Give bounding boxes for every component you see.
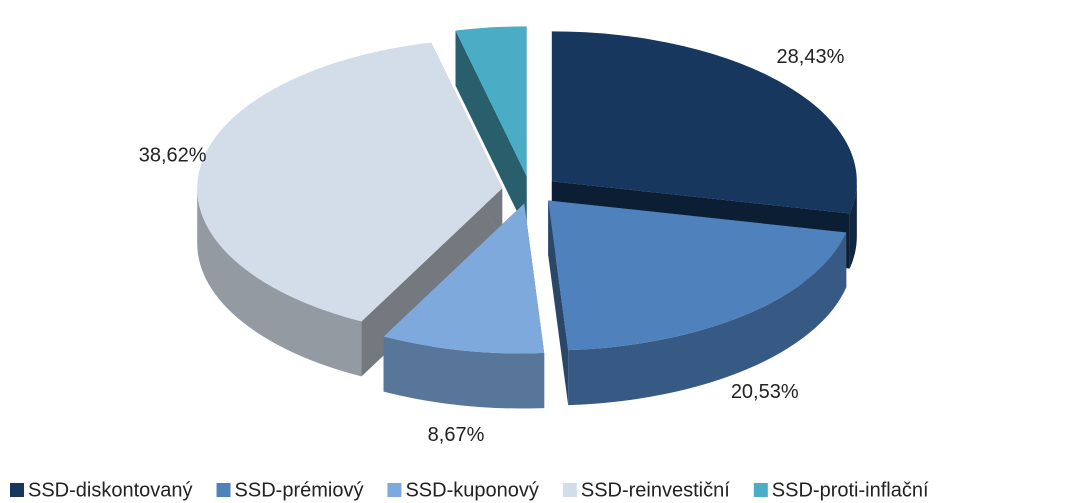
slice-side (197, 188, 362, 377)
slice-side (383, 336, 545, 409)
data-label: 38,62% (139, 145, 207, 167)
slice-wall (548, 200, 569, 406)
slice-wall-shade (548, 200, 569, 406)
slice-side-shade (383, 336, 545, 409)
legend-label: SSD-diskontovaný (28, 479, 193, 501)
pie-slice (548, 200, 847, 406)
pie-slice (383, 203, 545, 409)
slice-side (568, 232, 847, 406)
legend-swatch (753, 483, 768, 497)
legend-swatch (10, 483, 24, 497)
slice-wall (455, 30, 527, 232)
legend-swatch (387, 483, 402, 497)
slice-top (548, 200, 847, 351)
legend-label: SSD-prémiový (235, 479, 364, 501)
pie-slice (455, 26, 527, 232)
legend-label: SSD-reinvestiční (581, 479, 730, 501)
slice-side (849, 181, 857, 269)
legend-label: SSD-proti-inflační (772, 479, 929, 501)
slice-side-shade (849, 181, 857, 269)
slice-side-shade (197, 188, 362, 377)
slice-side-shade (568, 232, 847, 406)
slice-top (383, 203, 545, 354)
legend-swatch (216, 483, 231, 497)
data-label: 8,67% (428, 424, 485, 446)
slice-top (551, 31, 857, 214)
data-label: 20,53% (731, 381, 799, 403)
data-label: 28,43% (777, 46, 845, 68)
legend-label: SSD-kuponový (405, 479, 538, 501)
legend-swatch (562, 483, 577, 497)
slice-top (455, 26, 527, 177)
slice-wall-shade (455, 30, 527, 232)
slice-top (197, 42, 503, 322)
